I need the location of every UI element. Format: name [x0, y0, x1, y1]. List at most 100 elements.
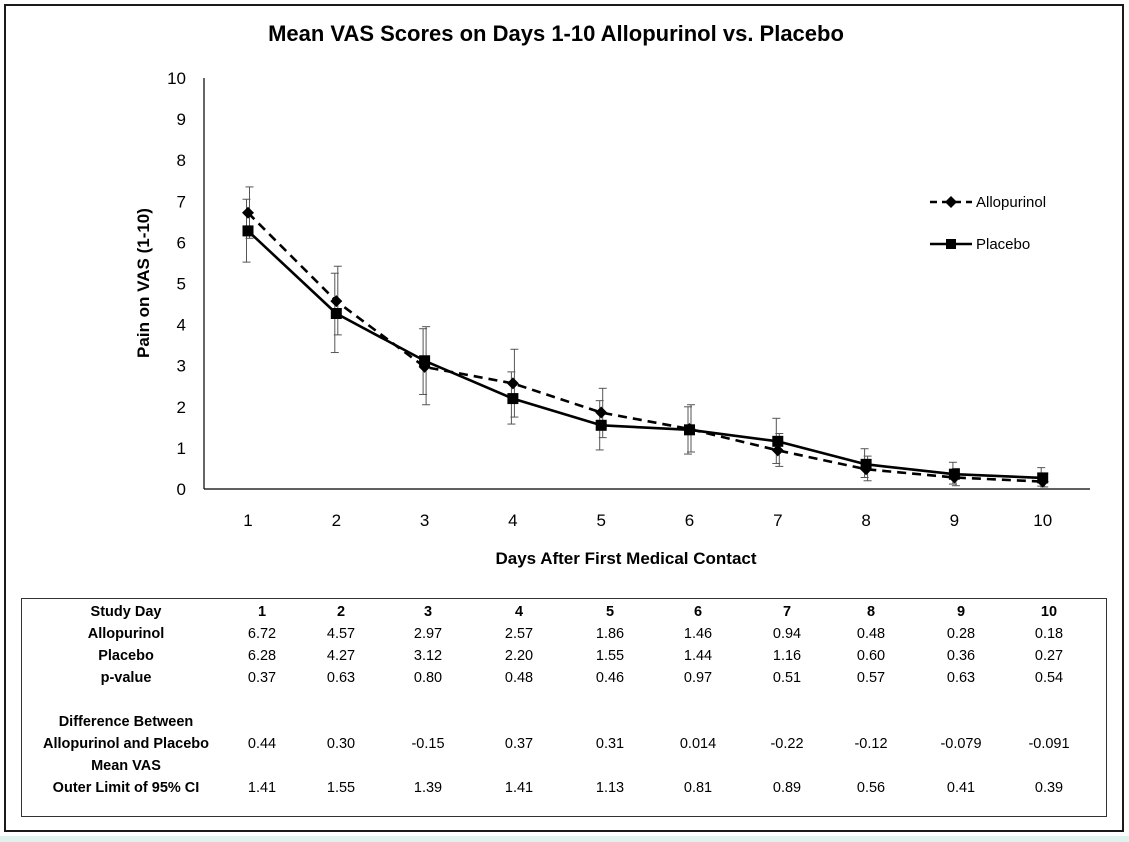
- x-tick-label: 10: [1033, 511, 1052, 530]
- row-label-ci: Outer Limit of 95% CI: [52, 780, 200, 796]
- error-bars: [242, 186, 1049, 488]
- legend: Allopurinol Placebo: [930, 194, 1046, 253]
- marker-allopurinol-day-5: [595, 406, 608, 419]
- cell-ci-day-10: 0.39: [1034, 780, 1064, 796]
- cell-difference-day-7: -0.22: [770, 736, 804, 752]
- cell-p-value-day-4: 0.48: [504, 670, 534, 686]
- y-axis-label: Pain on VAS (1-10): [134, 208, 153, 358]
- header-day-6: 6: [693, 604, 703, 620]
- cell-placebo-day-7: 1.16: [772, 648, 802, 664]
- cell-ci-day-4: 1.41: [504, 780, 534, 796]
- y-axis: 0 1 2 3 4 5 6 7 8 9 10: [167, 69, 205, 499]
- cell-p-value-day-3: 0.80: [413, 670, 443, 686]
- header-day-3: 3: [423, 604, 433, 620]
- cell-allopurinol-day-9: 0.28: [946, 626, 976, 642]
- header-day-9: 9: [956, 604, 966, 620]
- row-label-p-value: p-value: [100, 670, 152, 686]
- marker-placebo-day-10: [1037, 472, 1049, 484]
- cell-ci-day-2: 1.55: [326, 780, 356, 796]
- series-line-placebo: [247, 229, 1043, 480]
- legend-square-marker: [946, 239, 956, 249]
- cell-difference-day-4: 0.37: [504, 736, 534, 752]
- y-tick-label: 6: [177, 233, 186, 252]
- x-axis: 1 2 3 4 5 6 7 8 9 10: [204, 488, 1090, 530]
- marker-placebo-day-8: [860, 458, 872, 470]
- marker-placebo-day-2: [330, 308, 342, 320]
- row-label-allopurinol: Allopurinol: [87, 626, 165, 642]
- results-table: Study Day 1 2 3 4 5 6 7 8 9 10 Allopurinol Placeb…: [21, 598, 1107, 817]
- header-day-8: 8: [866, 604, 876, 620]
- cell-difference-day-5: 0.31: [595, 736, 625, 752]
- y-tick-label: 7: [177, 192, 186, 211]
- legend-diamond-marker: [945, 196, 957, 208]
- header-day-1: 1: [257, 604, 267, 620]
- marker-placebo-day-6: [684, 424, 695, 436]
- legend-item-placebo: Placebo: [930, 236, 1030, 253]
- cell-allopurinol-day-10: 0.18: [1034, 626, 1064, 642]
- header-day-2: 2: [336, 604, 346, 620]
- cell-allopurinol-day-4: 2.57: [504, 626, 534, 642]
- cell-difference-day-3: -0.15: [411, 736, 445, 752]
- legend-placebo-label: Placebo: [976, 236, 1030, 253]
- x-tick-label: 3: [420, 511, 429, 530]
- series-markers: [242, 206, 1049, 488]
- x-axis-label: Days After First Medical Contact: [495, 549, 756, 568]
- cell-p-value-day-1: 0.37: [247, 670, 277, 686]
- cell-placebo-day-5: 1.55: [595, 648, 625, 664]
- series-lines: [247, 211, 1043, 483]
- legend-allopurinol-label: Allopurinol: [976, 194, 1046, 211]
- y-tick-label: 2: [177, 398, 186, 417]
- row-label-placebo: Placebo: [98, 648, 154, 664]
- cell-allopurinol-day-6: 1.46: [683, 626, 713, 642]
- header-day-4: 4: [514, 604, 524, 620]
- cell-allopurinol-day-2: 4.57: [326, 626, 356, 642]
- marker-allopurinol-day-2: [330, 295, 343, 308]
- x-tick-label: 9: [950, 511, 959, 530]
- cell-difference-day-10: -0.091: [1028, 736, 1070, 752]
- y-tick-label: 10: [167, 69, 186, 88]
- cell-ci-day-8: 0.56: [856, 780, 886, 796]
- y-tick-label: 4: [177, 316, 186, 335]
- x-tick-label: 1: [243, 511, 252, 530]
- cell-placebo-day-3: 3.12: [413, 648, 443, 664]
- y-tick-label: 5: [177, 275, 186, 294]
- cell-difference-day-9: -0.079: [940, 736, 982, 752]
- cell-p-value-day-10: 0.54: [1034, 670, 1064, 686]
- cell-p-value-day-2: 0.63: [326, 670, 356, 686]
- cell-ci-day-9: 0.41: [946, 780, 976, 796]
- cell-placebo-day-8: 0.60: [856, 648, 886, 664]
- marker-placebo-day-1: [242, 225, 254, 237]
- cell-ci-day-1: 1.41: [247, 780, 277, 796]
- marker-placebo-day-3: [419, 355, 431, 367]
- y-tick-labels: 0 1 2 3 4 5 6 7 8 9 10: [167, 69, 186, 499]
- cell-allopurinol-day-3: 2.97: [413, 626, 443, 642]
- x-tick-label: 8: [861, 511, 870, 530]
- x-tick-label: 2: [332, 511, 341, 530]
- chart-title: Mean VAS Scores on Days 1-10 Allopurinol…: [268, 21, 844, 46]
- table-header-label: Study Day: [90, 604, 162, 620]
- row-label-difference-line2: Allopurinol and Placebo: [43, 736, 209, 752]
- page-bottom-strip: [0, 836, 1129, 842]
- marker-allopurinol-day-4: [506, 377, 519, 390]
- marker-placebo-day-9: [948, 468, 960, 480]
- cell-ci-day-5: 1.13: [595, 780, 625, 796]
- cell-placebo-day-10: 0.27: [1034, 648, 1064, 664]
- x-tick-label: 4: [508, 511, 517, 530]
- header-day-10: 10: [1040, 604, 1058, 620]
- cell-placebo-day-2: 4.27: [326, 648, 356, 664]
- y-tick-label: 1: [177, 439, 186, 458]
- cell-p-value-day-7: 0.51: [772, 670, 802, 686]
- cell-allopurinol-day-7: 0.94: [772, 626, 802, 642]
- marker-allopurinol-day-7: [771, 444, 784, 457]
- cell-difference-day-1: 0.44: [247, 736, 277, 752]
- header-day-7: 7: [782, 604, 792, 620]
- cell-difference-day-2: 0.30: [326, 736, 356, 752]
- cell-p-value-day-9: 0.63: [946, 670, 976, 686]
- y-tick-label: 0: [177, 480, 186, 499]
- figure-frame: [4, 4, 1124, 832]
- legend-item-allopurinol: Allopurinol: [930, 194, 1046, 211]
- marker-placebo-day-4: [507, 393, 519, 405]
- cell-placebo-day-6: 1.44: [683, 648, 713, 664]
- x-tick-label: 6: [685, 511, 694, 530]
- cell-p-value-day-5: 0.46: [595, 670, 625, 686]
